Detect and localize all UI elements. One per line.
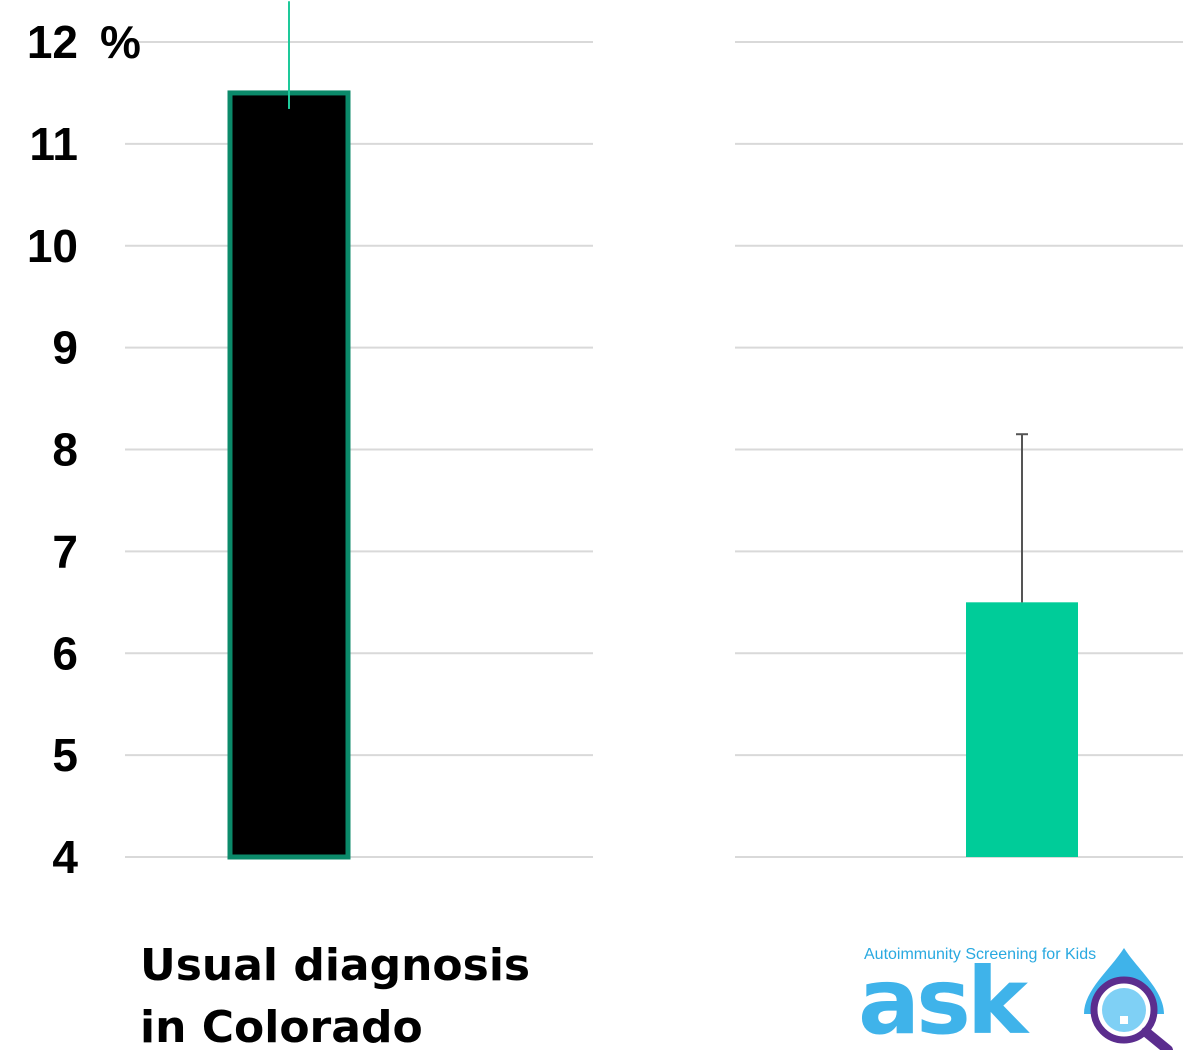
- y-tick-label: 6: [52, 627, 78, 679]
- magnifier-drop-icon: [1084, 948, 1173, 1050]
- y-tick-label: 8: [52, 424, 78, 476]
- y-tick-label: 11: [29, 118, 78, 170]
- category-label: Usual diagnosis in Colorado: [140, 935, 530, 1059]
- y-tick-label: 10: [27, 220, 78, 272]
- y-tick-label: 12: [27, 16, 78, 68]
- bar: [227, 90, 351, 860]
- y-tick-label: 9: [52, 322, 78, 374]
- ask-logo: Autoimmunity Screening for Kids ask: [858, 940, 1183, 1050]
- y-tick-label: 5: [52, 729, 78, 781]
- y-tick-label: 4: [52, 831, 78, 883]
- bar: [966, 602, 1078, 857]
- category-label-line-1: Usual diagnosis: [140, 940, 531, 991]
- y-tick-label: 7: [52, 525, 78, 577]
- y-unit-label: %: [100, 16, 141, 68]
- logo-tagline: Autoimmunity Screening for Kids: [864, 946, 1097, 963]
- category-label-line-2: in Colorado: [140, 1002, 423, 1053]
- logo-wordmark: ask: [858, 948, 1028, 1055]
- bar-chart: 4 5 6 7 8 9 10 11 12%: [27, 1, 1183, 883]
